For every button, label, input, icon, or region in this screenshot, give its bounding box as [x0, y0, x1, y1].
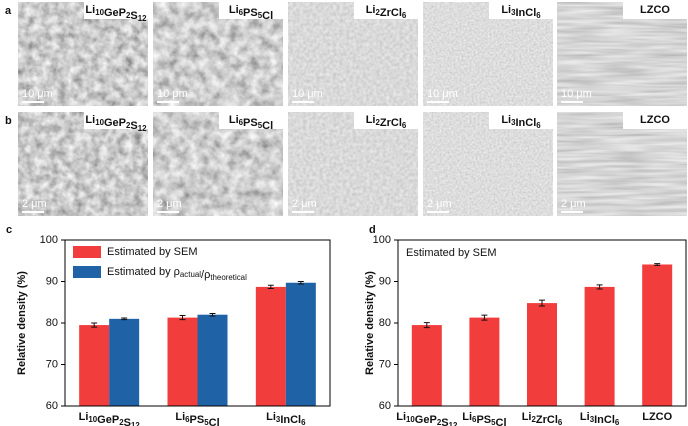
- error-bar: [596, 284, 603, 290]
- sem-image: [423, 112, 553, 216]
- y-tick-label: 60: [46, 400, 58, 412]
- sem-image: [288, 112, 418, 216]
- error-bar: [179, 315, 186, 321]
- label-box: [84, 112, 148, 129]
- y-axis-label: Relative density (%): [16, 271, 28, 375]
- material-label: Li3InCl6: [501, 4, 541, 20]
- y-tick-label: 80: [379, 317, 391, 329]
- scale-bar-label: 10 μm: [22, 88, 53, 100]
- bar: [255, 286, 286, 406]
- panel-letter: b: [5, 115, 12, 127]
- bar: [411, 325, 442, 406]
- label-box: [623, 2, 687, 19]
- y-tick-label: 100: [40, 234, 58, 246]
- y-tick-label: 90: [379, 275, 391, 287]
- sem-image: [18, 2, 148, 106]
- error-bar: [481, 314, 488, 321]
- error-bar: [267, 284, 274, 290]
- material-label: Li10GeP2S12: [85, 4, 147, 23]
- bar: [642, 264, 673, 406]
- bar: [79, 325, 110, 406]
- legend-label: Estimated by ρactual/ρtheoretical: [107, 266, 247, 282]
- error-bar: [121, 317, 128, 321]
- panel-letter: a: [5, 5, 12, 17]
- material-label: LZCO: [640, 4, 670, 16]
- plot-frame: [397, 239, 687, 407]
- material-label: Li2ZrCl6: [366, 114, 407, 130]
- error-bar: [423, 322, 430, 329]
- sem-image: [153, 112, 283, 216]
- bar: [527, 303, 557, 406]
- scale-bar-label: 10 μm: [292, 88, 323, 100]
- legend-label: Estimated by SEM: [107, 246, 197, 258]
- legend-swatch: [73, 266, 101, 278]
- material-label: Li2ZrCl6: [366, 4, 407, 20]
- label-box: [623, 112, 687, 129]
- label-box: [489, 112, 553, 129]
- scale-bar-label: 10 μm: [427, 88, 458, 100]
- x-tick-label: Li6PS5Cl: [175, 411, 219, 426]
- x-tick-label: Li3InCl6: [266, 411, 306, 426]
- x-tick-label: Li3InCl6: [580, 411, 620, 426]
- panel-letter: d: [369, 224, 376, 236]
- legend-swatch: [73, 246, 101, 258]
- label-box: [219, 112, 283, 129]
- x-tick-label: LZCO: [642, 411, 672, 423]
- bar: [584, 286, 615, 406]
- label-box: [84, 2, 148, 19]
- sem-image: [423, 2, 553, 106]
- x-tick-label: Li6PS5Cl: [462, 411, 506, 426]
- x-tick-label: Li10GeP2S12: [396, 411, 458, 426]
- scale-bar-label: 2 μm: [561, 198, 586, 210]
- y-tick-label: 100: [373, 234, 391, 246]
- y-tick-label: 90: [46, 275, 58, 287]
- error-bar: [209, 312, 216, 317]
- scale-bar-label: 10 μm: [157, 88, 188, 100]
- material-label: Li10GeP2S12: [85, 114, 147, 133]
- scale-bar-label: 2 μm: [22, 198, 47, 210]
- sem-image: [153, 2, 283, 106]
- x-tick-label: Li10GeP2S12: [79, 411, 141, 426]
- y-tick-label: 70: [46, 358, 58, 370]
- y-tick-label: 70: [379, 358, 391, 370]
- bar: [469, 317, 500, 406]
- scale-bar-label: 2 μm: [292, 198, 317, 210]
- bar: [109, 318, 140, 406]
- y-tick-label: 60: [379, 400, 391, 412]
- error-bar: [539, 299, 545, 307]
- scale-bar-label: 10 μm: [561, 88, 592, 100]
- material-label: Li6PS5Cl: [229, 4, 273, 22]
- label-box: [354, 2, 418, 19]
- plot-frame: [64, 239, 331, 407]
- sem-image: [557, 2, 687, 106]
- scale-bar-label: 2 μm: [427, 198, 452, 210]
- bar: [167, 317, 198, 406]
- sem-image: [18, 112, 148, 216]
- material-label: Li3InCl6: [501, 114, 541, 130]
- panel-letter: c: [6, 224, 12, 236]
- error-bar: [91, 322, 98, 328]
- annotation: Estimated by SEM: [406, 247, 496, 259]
- y-axis-label: Relative density (%): [364, 271, 376, 375]
- material-label: Li6PS5Cl: [229, 114, 273, 132]
- label-box: [354, 112, 418, 129]
- sem-image: [557, 112, 687, 216]
- label-box: [489, 2, 553, 19]
- label-box: [219, 2, 283, 19]
- material-label: LZCO: [640, 114, 670, 126]
- bar: [197, 314, 228, 406]
- sem-image: [288, 2, 418, 106]
- bar: [285, 282, 316, 406]
- x-tick-label: Li2ZrCl6: [522, 411, 563, 426]
- y-tick-label: 80: [46, 317, 58, 329]
- error-bar: [654, 263, 661, 266]
- error-bar: [297, 281, 304, 285]
- scale-bar-label: 2 μm: [157, 198, 182, 210]
